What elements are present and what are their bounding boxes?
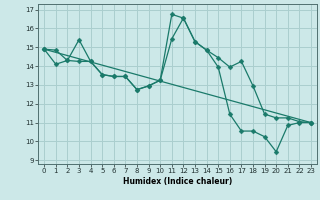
X-axis label: Humidex (Indice chaleur): Humidex (Indice chaleur)	[123, 177, 232, 186]
